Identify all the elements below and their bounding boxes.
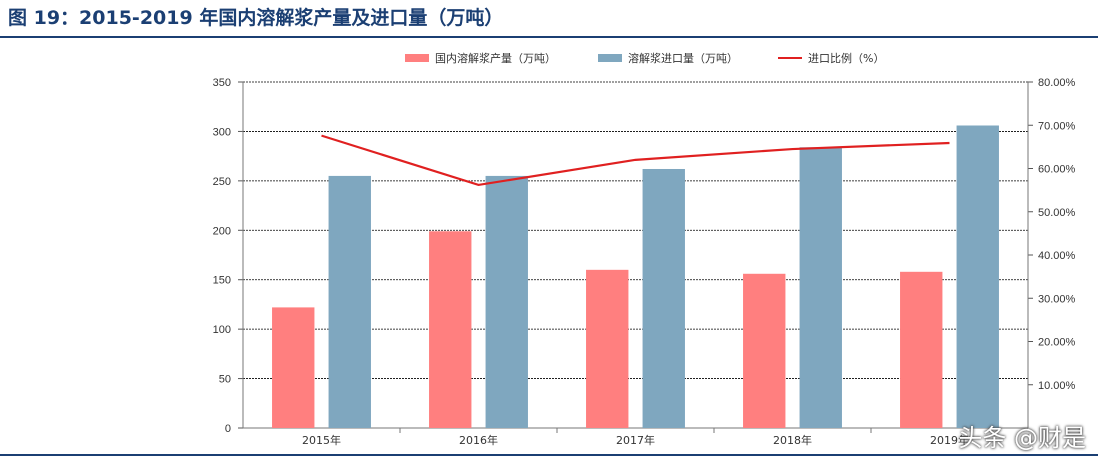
y-tick-label: 0 <box>225 423 231 435</box>
legend-label-import: 溶解浆进口量（万吨） <box>628 52 738 65</box>
legend-swatch-import <box>598 54 622 62</box>
y-tick-label: 50 <box>219 374 231 386</box>
bar-import-volume <box>642 168 685 428</box>
x-tick-label: 2015年 <box>302 433 341 447</box>
x-tick-label: 2016年 <box>459 433 498 447</box>
y2-tick-label: 70.00% <box>1038 120 1076 132</box>
bar-domestic-production <box>743 273 786 428</box>
bar-import-volume <box>328 175 371 428</box>
chart-legend: 国内溶解浆产量（万吨） 溶解浆进口量（万吨） 进口比例（%） <box>0 50 1098 70</box>
y-tick-label: 300 <box>213 126 231 138</box>
bar-domestic-production <box>429 231 472 428</box>
legend-swatch-ratio <box>778 57 802 59</box>
legend-label-domestic: 国内溶解浆产量（万吨） <box>435 52 556 65</box>
y-tick-label: 200 <box>213 225 231 237</box>
figure-title: 图 19：2015-2019 年国内溶解浆产量及进口量（万吨） <box>8 7 504 29</box>
bar-import-volume <box>485 175 528 428</box>
y2-tick-label: 10.00% <box>1038 380 1076 392</box>
legend-item-ratio: 进口比例（%） <box>778 50 884 66</box>
bar-import-volume <box>956 125 999 429</box>
legend-item-domestic: 国内溶解浆产量（万吨） <box>405 50 556 66</box>
x-tick-label: 2019年 <box>930 433 969 447</box>
y2-tick-label: 20.00% <box>1038 337 1076 349</box>
title-rule <box>0 36 1098 38</box>
watermark: 头条 @财是 <box>958 424 1086 452</box>
bottom-rule <box>0 454 1098 456</box>
bar-domestic-production <box>272 307 315 428</box>
x-tick-label: 2018年 <box>773 433 812 447</box>
y2-tick-label: 40.00% <box>1038 250 1076 262</box>
legend-label-ratio: 进口比例（%） <box>808 52 885 65</box>
y2-tick-label: 50.00% <box>1038 207 1076 219</box>
y2-tick-label: 80.00% <box>1038 77 1076 89</box>
y2-tick-label: 30.00% <box>1038 293 1076 305</box>
y-tick-label: 100 <box>213 324 231 336</box>
y-tick-label: 250 <box>213 176 231 188</box>
y-tick-label: 350 <box>213 77 231 89</box>
bar-domestic-production <box>900 271 943 428</box>
legend-item-import: 溶解浆进口量（万吨） <box>598 50 738 66</box>
legend-swatch-domestic <box>405 54 429 62</box>
x-tick-label: 2017年 <box>616 433 655 447</box>
y-tick-label: 150 <box>213 275 231 287</box>
line-import-ratio <box>321 134 950 187</box>
bar-import-volume <box>799 147 842 428</box>
bar-domestic-production <box>586 269 629 428</box>
y2-tick-label: 60.00% <box>1038 164 1076 176</box>
